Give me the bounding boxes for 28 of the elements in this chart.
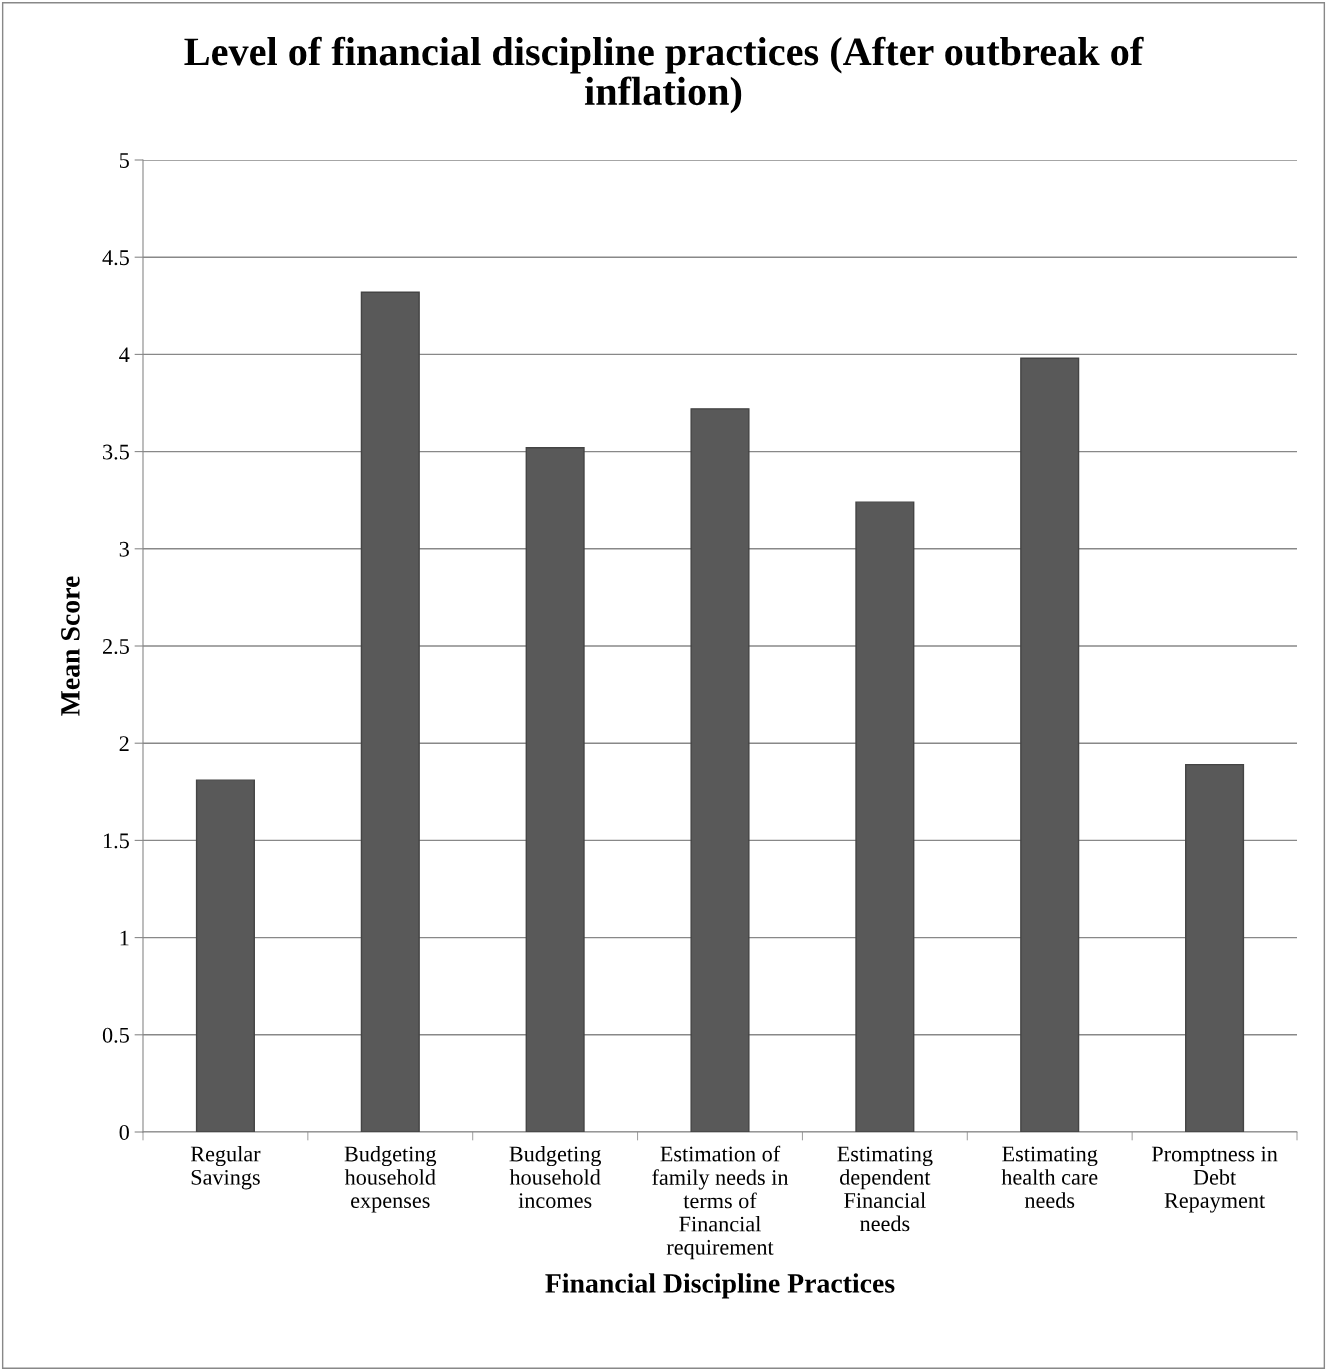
y-tick-label: 1 xyxy=(120,930,129,946)
x-tick-label: Regular Savings xyxy=(190,1145,261,1190)
y-tick-label: 3 xyxy=(119,541,129,557)
bar xyxy=(690,408,750,1132)
bar xyxy=(1020,357,1080,1132)
y-tick-label: 2.5 xyxy=(103,638,129,655)
x-tick-label: Estimating dependent Financial needs xyxy=(837,1146,933,1232)
bar xyxy=(855,501,915,1132)
x-axis-title: Financial Discipline Practices xyxy=(545,1273,895,1299)
x-tick-label: Budgeting household expenses xyxy=(344,1145,437,1213)
x-tick-label: Promptness in Debt Repayment xyxy=(1151,1146,1278,1213)
y-tick-label: 3.5 xyxy=(103,444,129,460)
y-axis-title: Mean Score xyxy=(61,576,80,716)
x-tick-label: Estimating health care needs xyxy=(1001,1146,1098,1208)
y-tick-label: 0.5 xyxy=(102,1027,129,1043)
chart-title: Level of financial discipline practices (After outbreak of inflation) xyxy=(184,36,1144,114)
y-tick-label: 4 xyxy=(119,347,130,363)
y-tick-label: 4.5 xyxy=(102,250,129,266)
bar xyxy=(1185,763,1245,1132)
bar xyxy=(525,447,585,1132)
y-tick-label: 2 xyxy=(119,736,129,751)
y-tick-label: 1.5 xyxy=(103,833,129,849)
y-tick-label: 0 xyxy=(119,1124,129,1140)
x-tick-label: Estimation of family needs in terms of Financial requirement xyxy=(652,1145,789,1260)
bar xyxy=(360,291,420,1132)
x-tick-label: Budgeting household incomes xyxy=(509,1145,602,1209)
bar xyxy=(195,779,255,1132)
y-tick-label: 5 xyxy=(119,153,129,168)
